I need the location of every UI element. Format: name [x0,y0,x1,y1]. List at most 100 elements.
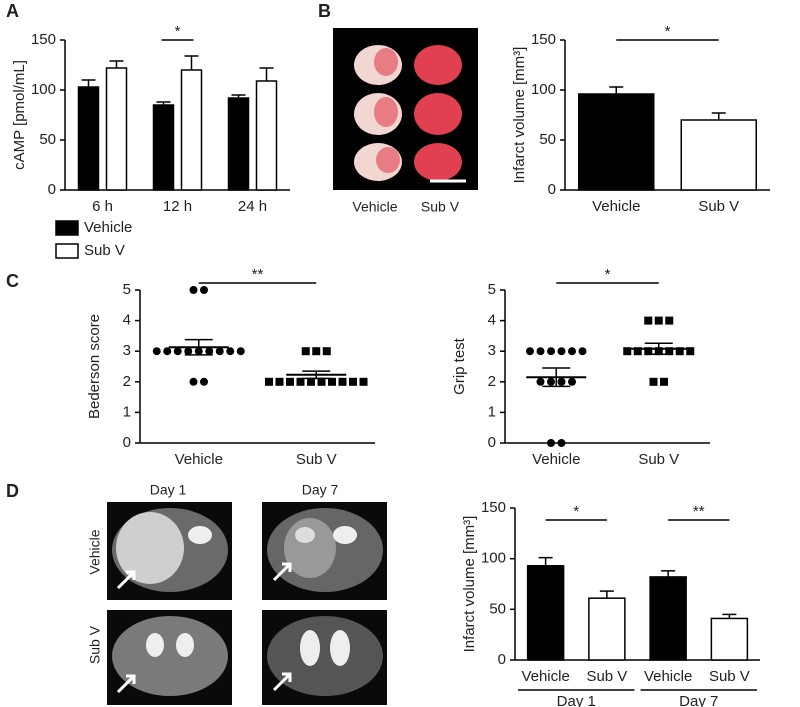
bar [578,93,655,191]
y-tick-label: 50 [489,600,506,617]
data-point [236,347,245,356]
x-tick-label: Vehicle [521,668,569,685]
data-point [557,377,566,386]
y-tick-label: 150 [531,31,556,48]
legend-label: Vehicle [84,219,132,236]
data-point [163,347,172,356]
significance-label: ** [252,266,264,283]
group-label: Day 7 [679,693,718,707]
data-point [536,377,545,386]
legend-swatch [55,243,79,259]
y-tick-label: 0 [123,434,131,451]
data-point [275,377,284,386]
data-point [547,439,555,447]
panel-letter: B [318,1,331,21]
data-point [317,377,326,386]
y-tick-label: 150 [31,31,56,48]
y-axis-label: cAMP [pmol/mL] [11,60,28,170]
panel-letter: D [6,481,19,501]
y-tick-label: 100 [31,81,56,98]
y-tick-label: 4 [123,312,131,329]
bar [180,69,203,191]
data-point [547,347,555,356]
data-point [312,347,321,356]
y-tick-label: 0 [498,651,506,668]
data-point [286,377,294,386]
y-tick-label: 3 [123,342,131,359]
data-point [665,316,674,325]
panel-letter: A [6,1,19,21]
data-point [578,347,587,356]
data-point [338,377,347,386]
bar [649,576,687,661]
bar [227,97,250,191]
data-point [675,347,684,356]
data-point [328,377,336,386]
y-tick-label: 150 [481,499,506,516]
y-tick-label: 1 [123,403,131,420]
x-tick-label: Sub V [586,668,627,685]
group-label: Day 1 [557,693,596,707]
data-point [226,347,235,356]
x-tick-label: Vehicle [532,451,580,468]
mri-images [107,502,387,705]
data-point [686,347,695,356]
bar [105,67,128,191]
data-point [623,347,632,356]
significance-label: * [665,23,671,40]
data-point [200,286,208,294]
data-point [557,439,566,447]
y-axis-label: Infarct volume [mm³] [511,47,528,184]
y-tick-label: 100 [481,550,506,567]
y-tick-label: 50 [539,131,556,148]
y-tick-label: 5 [123,281,131,298]
image-caption: Vehicle [352,199,397,215]
data-point [568,347,576,356]
x-tick-label: Sub V [709,668,750,685]
data-point [322,347,331,356]
row-label: Sub V [87,625,103,664]
x-tick-label: Sub V [638,451,679,468]
bar [710,617,749,661]
y-tick-label: 5 [488,281,496,298]
bar [77,86,100,191]
x-tick-label: Sub V [296,451,337,468]
data-point [296,377,305,386]
significance-label: * [573,503,579,520]
y-tick-label: 0 [488,434,496,451]
y-tick-label: 1 [488,403,496,420]
x-tick-label: Vehicle [592,198,640,215]
data-point [536,347,545,356]
data-point [152,347,161,356]
y-tick-label: 0 [548,181,556,198]
column-label: Day 1 [150,482,187,498]
data-point [633,347,642,356]
data-point [215,347,224,356]
data-point [660,377,668,386]
data-point [173,347,182,356]
y-tick-label: 3 [488,342,496,359]
y-tick-label: 50 [39,131,56,148]
significance-label: ** [693,503,705,520]
legend-label: Sub V [84,242,125,259]
bar [526,565,565,661]
data-point [307,377,315,386]
significance-label: * [175,23,181,40]
x-tick-label: Vehicle [175,451,223,468]
data-point [184,347,193,356]
panel-letter: C [6,271,19,291]
data-point [644,316,653,325]
data-point [654,316,663,325]
bar [152,104,175,191]
y-tick-label: 4 [488,312,496,329]
bar [680,119,757,191]
data-point [547,377,555,386]
data-point [665,347,674,356]
data-point [644,347,653,356]
row-label: Vehicle [87,529,103,574]
x-tick-label: 24 h [238,198,267,215]
data-point [568,377,576,386]
y-tick-label: 2 [488,373,496,390]
legend-swatch [55,220,79,236]
